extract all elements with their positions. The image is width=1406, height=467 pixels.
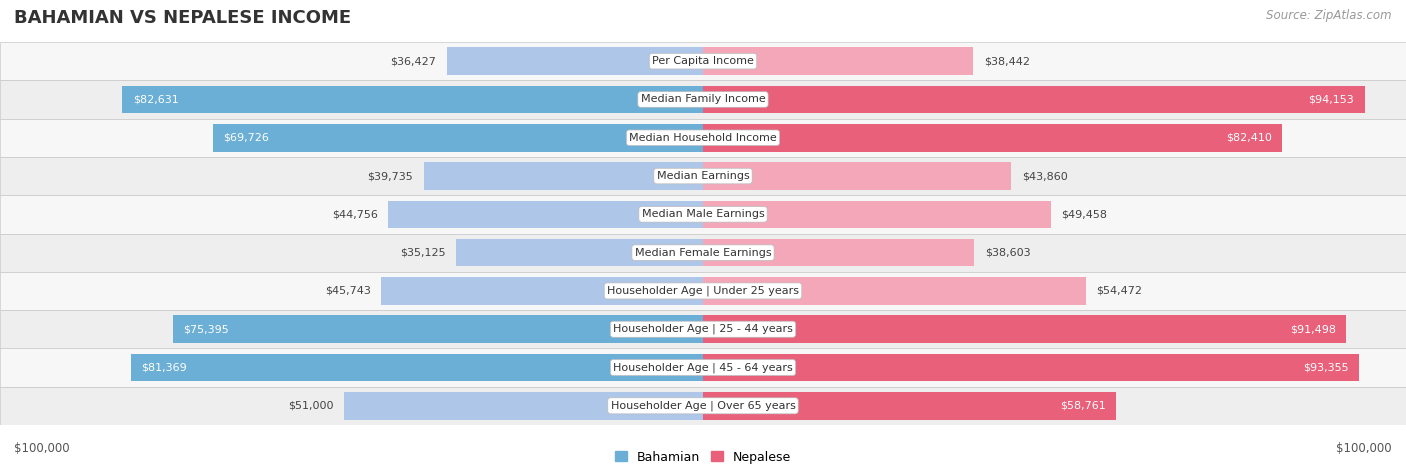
Bar (703, 277, 1085, 305)
Text: BAHAMIAN VS NEPALESE INCOME: BAHAMIAN VS NEPALESE INCOME (14, 9, 352, 28)
Text: $39,735: $39,735 (367, 171, 413, 181)
Text: Median Male Earnings: Median Male Earnings (641, 209, 765, 219)
Text: $91,498: $91,498 (1289, 324, 1336, 334)
Bar (0, 42, 1406, 80)
Text: Per Capita Income: Per Capita Income (652, 56, 754, 66)
Text: $54,472: $54,472 (1097, 286, 1143, 296)
Text: $45,743: $45,743 (325, 286, 371, 296)
Bar (0, 195, 1406, 234)
Bar (703, 200, 1050, 228)
Legend: Bahamian, Nepalese: Bahamian, Nepalese (610, 446, 796, 467)
Bar (0, 387, 1406, 425)
Text: Householder Age | Under 25 years: Householder Age | Under 25 years (607, 286, 799, 296)
Bar (703, 162, 1011, 190)
Bar (344, 392, 703, 420)
Bar (703, 315, 1346, 343)
Bar (456, 239, 703, 267)
Text: $69,726: $69,726 (224, 133, 269, 143)
Text: $94,153: $94,153 (1309, 94, 1354, 105)
Bar (0, 310, 1406, 348)
Text: Source: ZipAtlas.com: Source: ZipAtlas.com (1267, 9, 1392, 22)
Text: Householder Age | 25 - 44 years: Householder Age | 25 - 44 years (613, 324, 793, 334)
Text: $35,125: $35,125 (399, 248, 446, 258)
Text: Median Household Income: Median Household Income (628, 133, 778, 143)
Text: $82,410: $82,410 (1226, 133, 1272, 143)
Text: $58,761: $58,761 (1060, 401, 1105, 411)
Text: Householder Age | Over 65 years: Householder Age | Over 65 years (610, 401, 796, 411)
Bar (703, 47, 973, 75)
Bar (703, 354, 1360, 382)
Bar (381, 277, 703, 305)
Bar (388, 200, 703, 228)
Text: $100,000: $100,000 (1336, 442, 1392, 455)
Bar (212, 124, 703, 152)
Bar (703, 239, 974, 267)
Bar (0, 234, 1406, 272)
Bar (173, 315, 703, 343)
Text: $44,756: $44,756 (332, 209, 378, 219)
Bar (423, 162, 703, 190)
Bar (131, 354, 703, 382)
Text: $100,000: $100,000 (14, 442, 70, 455)
Bar (703, 85, 1365, 113)
Text: $81,369: $81,369 (142, 362, 187, 373)
Bar (0, 272, 1406, 310)
Bar (0, 119, 1406, 157)
Text: $38,442: $38,442 (984, 56, 1029, 66)
Text: $49,458: $49,458 (1062, 209, 1108, 219)
Text: $51,000: $51,000 (288, 401, 335, 411)
Bar (703, 124, 1282, 152)
Bar (0, 157, 1406, 195)
Text: $38,603: $38,603 (986, 248, 1031, 258)
Bar (0, 348, 1406, 387)
Bar (0, 80, 1406, 119)
Text: Median Family Income: Median Family Income (641, 94, 765, 105)
Bar (122, 85, 703, 113)
Text: Median Earnings: Median Earnings (657, 171, 749, 181)
Text: $93,355: $93,355 (1303, 362, 1348, 373)
Text: $82,631: $82,631 (132, 94, 179, 105)
Bar (447, 47, 703, 75)
Bar (703, 392, 1116, 420)
Text: Median Female Earnings: Median Female Earnings (634, 248, 772, 258)
Text: Householder Age | 45 - 64 years: Householder Age | 45 - 64 years (613, 362, 793, 373)
Text: $75,395: $75,395 (184, 324, 229, 334)
Text: $36,427: $36,427 (391, 56, 436, 66)
Text: $43,860: $43,860 (1022, 171, 1067, 181)
